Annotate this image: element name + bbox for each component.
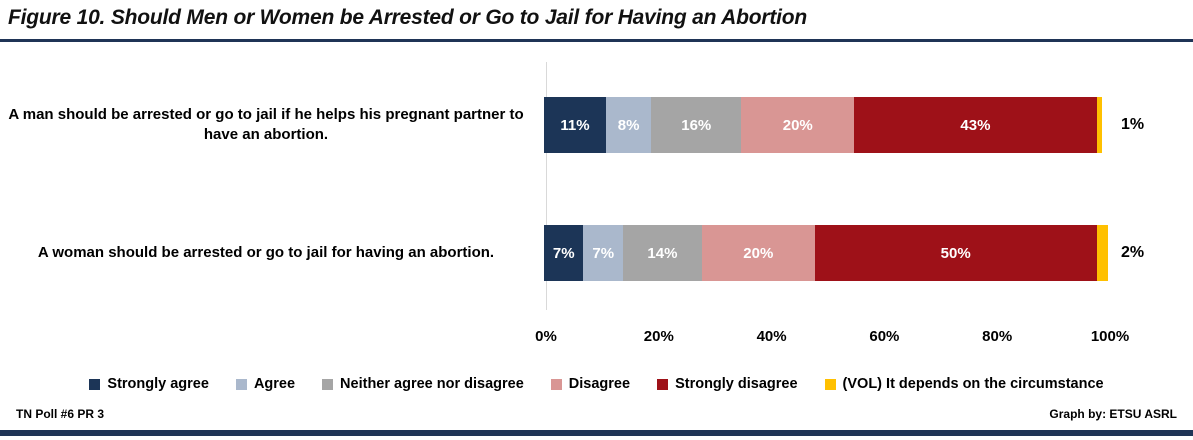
chart-plot-area: A man should be arrested or go to jail i… [0,60,1193,312]
legend-item: (VOL) It depends on the circumstance [824,376,1104,392]
bar-segment: 50% [814,225,1097,281]
chart-legend: Strongly agree Agree Neither agree nor dis… [0,376,1193,392]
bar-segment [1096,225,1108,281]
legend-item: Neither agree nor disagree [322,376,524,392]
bar-segment: 20% [701,225,815,281]
legend-swatch-icon [657,378,669,390]
legend-swatch-icon [235,378,247,390]
segment-value-label: 20% [743,244,774,262]
bar-segment: 16% [651,97,742,153]
segment-value-label: 7% [552,244,575,262]
x-axis-tick-label: 60% [869,328,900,345]
x-axis-tick-label: 0% [535,328,557,345]
legend-label: Strongly disagree [675,376,798,392]
segment-value-label-outside: 1% [1121,116,1145,133]
bar-segment: 20% [741,97,855,153]
segment-value-label: 20% [782,116,813,134]
legend-item: Strongly disagree [657,376,798,392]
legend-label: Disagree [568,376,631,392]
bar-track: 11% 8% 16% 20% 43% 1% [544,97,1144,153]
legend-swatch-icon [824,378,836,390]
category-label: A man should be arrested or go to jail i… [8,105,524,143]
page-title: Figure 10. Should Men or Women be Arrest… [8,6,807,29]
bottom-accent-bar [0,430,1193,436]
legend-label: Agree [253,376,296,392]
segment-value-label: 43% [960,116,991,134]
legend-swatch-icon [550,378,562,390]
legend-label: Neither agree nor disagree [340,376,524,392]
segment-value-label: 14% [647,244,678,262]
legend-label: (VOL) It depends on the circumstance [842,376,1104,392]
x-axis-tick-label: 100% [1090,328,1130,345]
bar-segment: 7% [544,225,584,281]
legend-item: Disagree [550,376,631,392]
legend-label: Strongly agree [107,376,209,392]
x-axis-tick-label: 20% [643,328,674,345]
category-label: A woman should be arrested or go to jail… [37,243,495,261]
footer-note-left: TN Poll #6 PR 3 [16,407,105,421]
segment-value-label: 50% [940,244,971,262]
bar-segment [1096,97,1103,153]
x-axis-tick-label: 40% [756,328,787,345]
x-axis-tick-label: 80% [982,328,1013,345]
segment-value-label-outside: 2% [1121,244,1145,261]
title-divider [0,39,1193,42]
footer-note-right: Graph by: ETSU ASRL [1049,407,1177,421]
bar-row: A woman should be arrested or go to jail… [0,225,1144,281]
bar-segment: 7% [583,225,623,281]
bar-row: A man should be arrested or go to jail i… [0,97,1144,153]
zero-axis-gridline [546,62,547,310]
legend-item: Agree [235,376,296,392]
bar-segment: 14% [622,225,702,281]
segment-value-label: 8% [617,116,640,134]
bar-segment: 8% [606,97,652,153]
segment-value-label: 7% [592,244,615,262]
segment-value-label: 11% [560,116,590,134]
x-axis: 0% 20% 40% 60% 80% 100% [0,328,1193,350]
bar-track: 7% 7% 14% 20% 50% 2% [544,225,1144,281]
legend-item: Strongly agree [89,376,209,392]
legend-swatch-icon [89,378,101,390]
bar-segment: 11% [544,97,607,153]
segment-value-label: 16% [681,116,712,134]
chart-footer: TN Poll #6 PR 3 Graph by: ETSU ASRL [0,407,1193,421]
legend-swatch-icon [322,378,334,390]
bar-segment: 43% [854,97,1097,153]
